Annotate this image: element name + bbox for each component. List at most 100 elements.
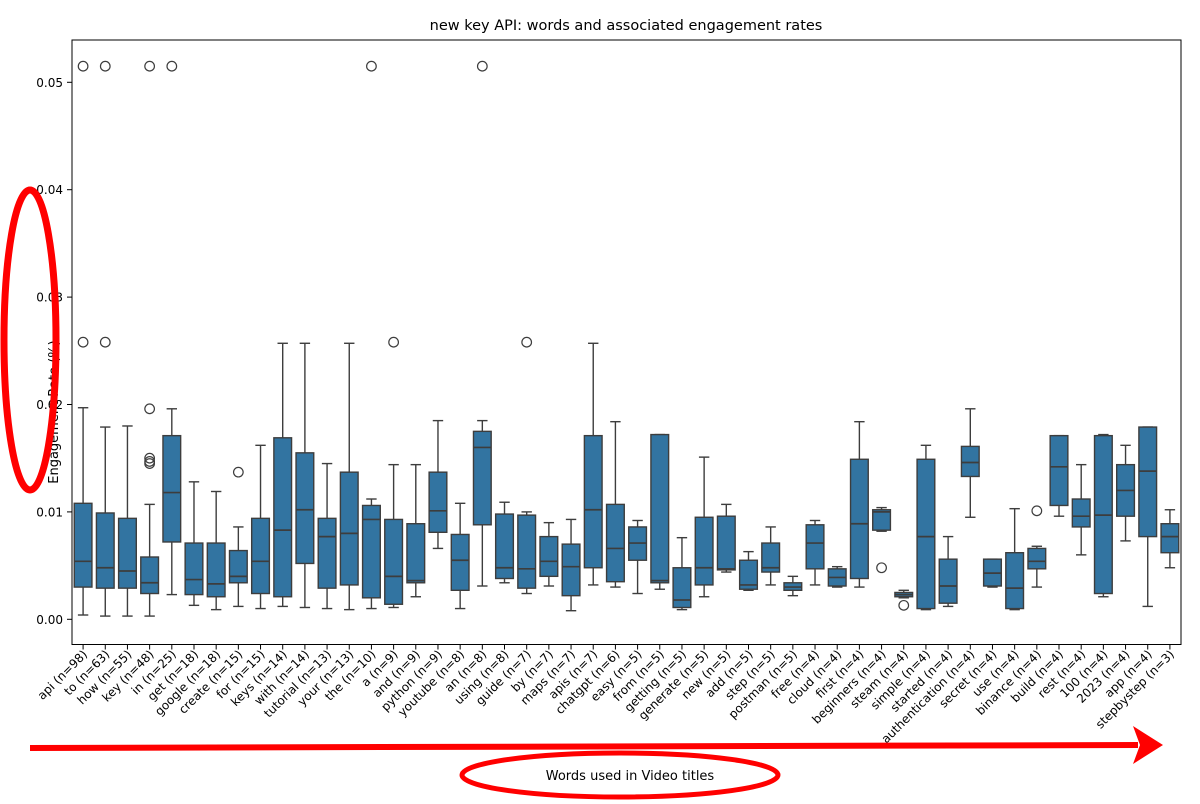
box-apis bbox=[583, 342, 603, 586]
xaxis-arrow-head bbox=[1133, 726, 1163, 764]
iqr-box bbox=[849, 458, 869, 580]
y-tick-label: 0.00 bbox=[36, 613, 63, 627]
iqr-box bbox=[494, 513, 515, 580]
box-api bbox=[73, 60, 93, 616]
iqr-box bbox=[406, 523, 426, 584]
iqr-box bbox=[206, 542, 226, 598]
iqr-box bbox=[250, 517, 271, 595]
y-tick-label: 0.04 bbox=[36, 183, 63, 197]
red-annotation-layer: Words used in Video titles bbox=[0, 186, 1163, 800]
box-cloud bbox=[827, 565, 847, 588]
xaxis-callout-text: Words used in Video titles bbox=[546, 769, 715, 784]
iqr-box bbox=[1071, 498, 1091, 528]
iqr-box bbox=[428, 471, 448, 534]
outlier-point bbox=[166, 60, 178, 72]
box-new bbox=[716, 503, 736, 573]
iqr-box bbox=[384, 518, 404, 605]
ylabel-highlight-ellipse bbox=[0, 186, 60, 494]
box-easy bbox=[628, 519, 648, 595]
box-beginners bbox=[872, 506, 892, 574]
iqr-box bbox=[761, 542, 781, 573]
box-first bbox=[849, 420, 869, 588]
iqr-box bbox=[805, 524, 825, 570]
box-generate bbox=[694, 456, 714, 598]
box-key bbox=[140, 60, 160, 617]
xaxis-callout-ellipse bbox=[459, 750, 781, 800]
box-tutorial bbox=[317, 462, 337, 610]
iqr-box bbox=[273, 437, 293, 598]
box-a bbox=[384, 336, 404, 609]
box-for bbox=[250, 444, 271, 610]
y-tick-label: 0.05 bbox=[36, 76, 63, 90]
iqr-box bbox=[472, 430, 492, 526]
iqr-box bbox=[1049, 434, 1069, 507]
chart-title: new key API: words and associated engage… bbox=[430, 18, 823, 34]
iqr-box bbox=[716, 515, 736, 571]
box-rest bbox=[1071, 463, 1091, 556]
iqr-box bbox=[960, 445, 980, 478]
outlier-point bbox=[232, 466, 244, 478]
box-youtube bbox=[450, 502, 470, 610]
box-guide bbox=[517, 336, 537, 595]
iqr-box bbox=[184, 542, 204, 596]
iqr-box bbox=[738, 559, 759, 590]
iqr-box bbox=[73, 502, 93, 588]
box-simple bbox=[916, 444, 936, 611]
box-stepbystep bbox=[1160, 509, 1180, 569]
box-python bbox=[428, 419, 448, 550]
box-using bbox=[494, 501, 515, 584]
box-2023 bbox=[1115, 444, 1136, 542]
box-secret bbox=[982, 558, 1003, 588]
outlier-point bbox=[144, 456, 156, 467]
box-100 bbox=[1093, 433, 1113, 598]
box-authentication bbox=[960, 408, 980, 518]
iqr-box bbox=[672, 567, 692, 609]
xaxis-arrow-shaft bbox=[29, 742, 1139, 751]
iqr-box bbox=[561, 543, 581, 597]
iqr-box bbox=[361, 504, 381, 599]
box-started bbox=[938, 535, 958, 608]
iqr-box bbox=[1138, 426, 1158, 538]
box-chatgpt bbox=[605, 420, 625, 588]
iqr-box bbox=[650, 433, 670, 584]
box-app bbox=[1138, 426, 1158, 608]
box-steam bbox=[894, 589, 914, 611]
iqr-box bbox=[938, 558, 958, 604]
outlier-point bbox=[366, 60, 377, 72]
box-binance bbox=[1027, 505, 1047, 588]
outlier-point bbox=[99, 60, 111, 72]
outlier-point bbox=[521, 336, 533, 348]
iqr-box bbox=[117, 517, 137, 589]
box-how bbox=[117, 425, 137, 617]
outlier-point bbox=[898, 599, 910, 611]
iqr-box bbox=[95, 512, 115, 589]
iqr-box bbox=[140, 556, 160, 595]
box-add bbox=[738, 550, 759, 592]
iqr-box bbox=[605, 503, 625, 583]
iqr-box bbox=[450, 533, 470, 592]
iqr-box bbox=[162, 434, 182, 543]
box-google bbox=[206, 490, 226, 611]
y-tick-label: 0.03 bbox=[36, 291, 63, 305]
box-keys bbox=[273, 342, 293, 608]
iqr-box bbox=[1160, 523, 1180, 554]
y-tick-label: 0.01 bbox=[36, 505, 63, 519]
outlier-point bbox=[388, 336, 400, 348]
box-postman bbox=[783, 575, 803, 597]
box-your bbox=[339, 342, 359, 611]
iqr-box bbox=[228, 549, 248, 584]
box-by bbox=[539, 521, 559, 587]
outlier-point bbox=[1031, 505, 1043, 517]
iqr-box bbox=[339, 471, 359, 586]
plot-frame bbox=[71, 39, 1182, 645]
box-step bbox=[761, 526, 781, 586]
iqr-box bbox=[872, 509, 892, 531]
box-use bbox=[1005, 507, 1025, 611]
box-getting bbox=[672, 536, 692, 611]
box-with bbox=[295, 342, 315, 609]
box-build bbox=[1049, 434, 1069, 517]
box-to bbox=[95, 60, 115, 617]
box-get bbox=[184, 481, 204, 607]
outlier-point bbox=[77, 336, 89, 348]
